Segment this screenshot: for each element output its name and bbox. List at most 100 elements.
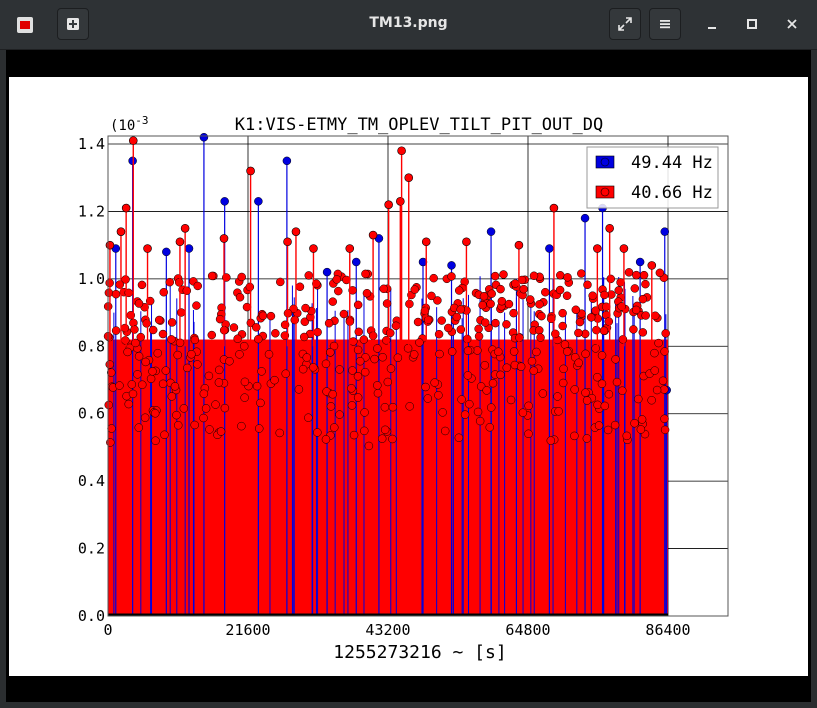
point-40-66-hz: [558, 308, 567, 318]
point-40-66-hz: [161, 366, 171, 375]
point-40-66-hz: [524, 401, 533, 411]
point-40-66-hz: [409, 350, 419, 359]
point-40-66-hz: [148, 325, 158, 335]
point-40-66-hz: [421, 237, 431, 247]
point-40-66-hz: [473, 407, 483, 417]
point-40-66-hz: [606, 274, 616, 284]
point-40-66-hz: [514, 240, 524, 250]
point-49-44-hz: [199, 133, 209, 142]
point-40-66-hz: [353, 300, 363, 310]
x-axis-label: 1255273216 ~ [s]: [333, 642, 506, 663]
x-tick-label: 64800: [505, 621, 550, 639]
point-40-66-hz: [434, 390, 443, 400]
point-40-66-hz: [276, 277, 285, 287]
point-40-66-hz: [415, 338, 424, 347]
point-40-66-hz: [556, 271, 565, 280]
point-40-66-hz: [655, 268, 665, 278]
point-40-66-hz: [370, 354, 379, 364]
point-40-66-hz: [332, 275, 342, 284]
point-40-66-hz: [151, 436, 160, 445]
point-40-66-hz: [220, 403, 230, 413]
point-40-66-hz: [650, 348, 659, 358]
point-40-66-hz: [214, 365, 224, 375]
point-40-66-hz: [482, 386, 491, 395]
point-40-66-hz: [581, 388, 590, 397]
y-tick-label: 0.4: [78, 472, 105, 490]
point-40-66-hz: [348, 366, 357, 375]
point-40-66-hz: [281, 369, 290, 378]
point-40-66-hz: [438, 408, 447, 417]
point-40-66-hz: [661, 329, 670, 338]
point-40-66-hz: [454, 286, 464, 295]
point-40-66-hz: [437, 316, 446, 325]
point-40-66-hz: [525, 295, 535, 304]
point-40-66-hz: [583, 280, 592, 290]
point-40-66-hz: [384, 200, 393, 209]
point-40-66-hz: [235, 350, 244, 359]
point-40-66-hz: [254, 334, 263, 344]
menu-button[interactable]: [649, 8, 681, 40]
point-40-66-hz: [283, 237, 292, 247]
point-40-66-hz: [380, 402, 390, 412]
point-40-66-hz: [214, 378, 224, 387]
point-40-66-hz: [304, 413, 313, 422]
point-40-66-hz: [570, 431, 579, 441]
point-40-66-hz: [362, 288, 372, 298]
point-40-66-hz: [165, 277, 175, 287]
point-40-66-hz: [252, 381, 262, 391]
point-40-66-hz: [219, 234, 229, 243]
point-40-66-hz: [349, 430, 359, 440]
new-window-button[interactable]: [57, 8, 89, 40]
minimize-icon: [708, 27, 716, 29]
point-40-66-hz: [199, 389, 209, 398]
point-40-66-hz: [204, 371, 214, 381]
close-button[interactable]: [782, 14, 802, 34]
point-40-66-hz: [597, 379, 607, 389]
point-40-66-hz: [379, 284, 388, 294]
point-40-66-hz: [373, 388, 383, 398]
point-40-66-hz: [146, 374, 156, 384]
maximize-button[interactable]: [742, 14, 762, 34]
point-40-66-hz: [128, 389, 138, 399]
point-40-66-hz: [361, 269, 370, 279]
legend-label: 49.44 Hz: [631, 153, 713, 173]
point-40-66-hz: [321, 435, 331, 444]
point-40-66-hz: [298, 364, 308, 374]
point-40-66-hz: [173, 420, 183, 430]
point-40-66-hz: [563, 273, 572, 282]
point-40-66-hz: [354, 327, 364, 337]
point-40-66-hz: [558, 378, 568, 388]
minimize-button[interactable]: [702, 14, 722, 34]
x-tick-label: 86400: [645, 621, 690, 639]
point-40-66-hz: [364, 441, 374, 451]
point-40-66-hz: [447, 272, 456, 281]
point-40-66-hz: [190, 335, 200, 345]
point-40-66-hz: [582, 434, 592, 443]
point-40-66-hz: [329, 341, 339, 351]
point-40-66-hz: [291, 227, 301, 236]
fullscreen-button[interactable]: [609, 8, 641, 40]
point-40-66-hz: [192, 301, 201, 310]
point-40-66-hz: [138, 380, 147, 389]
point-40-66-hz: [133, 370, 142, 379]
legend-marker: [600, 157, 610, 167]
point-40-66-hz: [463, 334, 472, 344]
point-40-66-hz: [111, 326, 121, 335]
point-49-44-hz: [254, 197, 263, 206]
point-40-66-hz: [360, 408, 369, 417]
point-40-66-hz: [148, 367, 157, 376]
point-40-66-hz: [207, 271, 217, 281]
point-40-66-hz: [593, 372, 602, 382]
hamburger-menu-icon: [660, 20, 670, 29]
point-40-66-hz: [570, 385, 579, 394]
point-40-66-hz: [624, 268, 634, 277]
point-40-66-hz: [538, 389, 548, 398]
point-40-66-hz: [496, 284, 505, 294]
point-40-66-hz: [588, 291, 597, 300]
point-40-66-hz: [404, 173, 414, 183]
point-40-66-hz: [150, 409, 160, 418]
x-tick-label: 21600: [225, 621, 270, 639]
point-40-66-hz: [577, 269, 586, 278]
point-40-66-hz: [463, 371, 473, 380]
point-40-66-hz: [660, 347, 669, 356]
